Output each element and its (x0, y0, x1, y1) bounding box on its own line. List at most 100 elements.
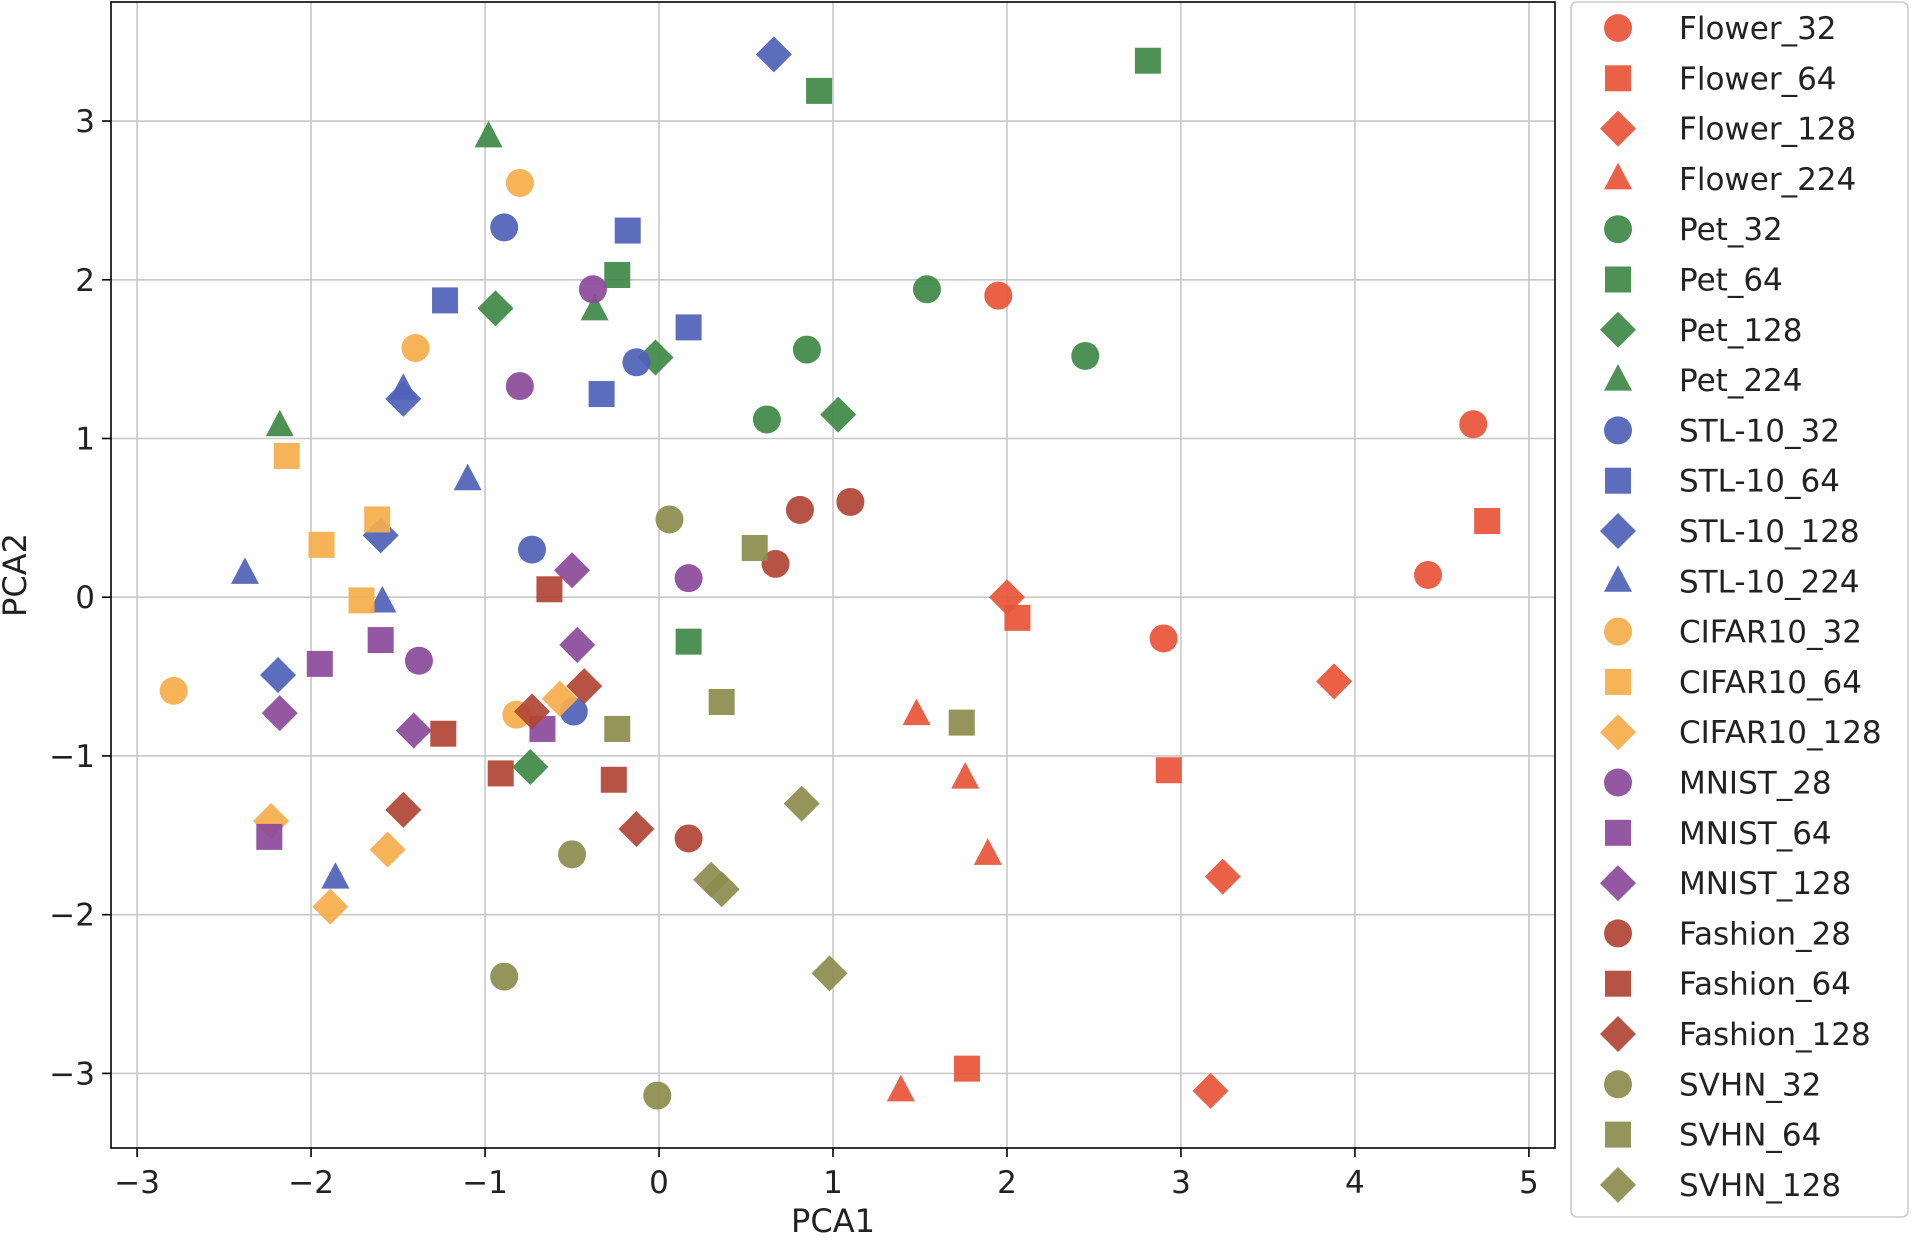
point-pet-128-diamond (820, 396, 857, 433)
point-flower-224-triangle (973, 838, 1002, 865)
point-flower-224-triangle (951, 762, 980, 789)
point-mnist-28-circle (578, 275, 607, 304)
legend-label: MNIST_64 (1679, 816, 1832, 852)
y-tick-label: 1 (75, 421, 95, 457)
point-pet-64-square (675, 628, 702, 655)
point-mnist-64-square (256, 823, 283, 850)
series-fashion-28 (674, 487, 865, 853)
legend-item-flower-64: Flower_64 (1605, 61, 1837, 97)
point-cifar10-32-circle (401, 334, 430, 363)
legend-label: CIFAR10_32 (1679, 615, 1862, 651)
legend-item-flower-128: Flower_128 (1600, 110, 1856, 148)
point-fashion-28-circle (785, 495, 814, 524)
series-fashion-64 (430, 576, 627, 793)
x-tick-label: −2 (288, 1165, 334, 1201)
point-cifar10-64-square (308, 531, 335, 558)
point-flower-128-diamond (1204, 858, 1241, 895)
legend-marker-square (1605, 65, 1631, 92)
y-tick-label: −3 (49, 1056, 95, 1092)
point-pet-224-triangle (474, 120, 503, 148)
point-svhn-128-diamond (783, 785, 820, 822)
point-stl-10-128-diamond (260, 656, 297, 693)
legend-label: STL-10_224 (1679, 564, 1860, 600)
point-fashion-128-diamond (514, 693, 551, 730)
point-stl-10-64-square (588, 381, 615, 408)
point-flower-32-circle (1459, 410, 1488, 439)
point-mnist-128-diamond (559, 626, 596, 663)
point-flower-224-triangle (886, 1074, 915, 1102)
point-stl-10-224-triangle (368, 585, 397, 613)
series-svhn-64 (604, 535, 975, 742)
legend-marker-circle (1604, 768, 1632, 797)
legend-item-mnist-128: MNIST_128 (1600, 865, 1851, 902)
point-svhn-32-circle (490, 962, 519, 991)
legend-item-flower-32: Flower_32 (1604, 11, 1837, 47)
legend-item-fashion-64: Fashion_64 (1605, 967, 1851, 1003)
legend-box (1570, 1, 1909, 1218)
point-svhn-64-square (708, 688, 735, 715)
series-mnist-128 (261, 552, 596, 749)
legend-marker-circle (1604, 14, 1632, 42)
point-fashion-64-square (487, 760, 514, 787)
point-svhn-128-diamond (811, 955, 848, 992)
legend-label: SVHN_128 (1679, 1168, 1841, 1204)
point-fashion-128-diamond (385, 791, 422, 828)
point-mnist-128-diamond (395, 712, 432, 749)
point-pet-32-circle (912, 275, 941, 304)
point-flower-64-square (953, 1055, 980, 1082)
point-svhn-32-circle (655, 505, 684, 534)
x-tick-label: 1 (823, 1165, 843, 1201)
axis-ticks: −3 −2 −1 0 1 2 3 4 5 −3 −2 −1 0 1 2 3 (49, 104, 1538, 1201)
legend-label: Pet_128 (1679, 313, 1803, 349)
point-fashion-128-diamond (566, 668, 603, 705)
point-svhn-32-circle (643, 1081, 672, 1110)
x-tick-label: 2 (997, 1165, 1017, 1201)
grid-lines (111, 2, 1555, 1148)
legend-marker-diamond (1600, 110, 1636, 147)
x-axis-label: PCA1 (791, 1202, 875, 1237)
y-tick-label: 3 (75, 104, 95, 140)
legend-item-mnist-28: MNIST_28 (1604, 766, 1832, 802)
legend-item-svhn-32: SVHN_32 (1604, 1067, 1821, 1103)
legend-label: STL-10_64 (1679, 464, 1840, 500)
y-tick-label: −2 (49, 898, 95, 934)
series-mnist-64 (256, 627, 556, 850)
legend-item-stl-10-64: STL-10_64 (1605, 464, 1840, 500)
legend-item-cifar10-64: CIFAR10_64 (1605, 665, 1862, 701)
legend-item-flower-224: Flower_224 (1604, 162, 1856, 198)
point-fashion-28-circle (836, 487, 865, 516)
legend-label: STL-10_32 (1679, 413, 1840, 449)
legend-label: STL-10_128 (1679, 514, 1860, 550)
legend-label: MNIST_28 (1679, 766, 1832, 802)
legend-marker-triangle (1604, 565, 1632, 592)
legend-item-stl-10-32: STL-10_32 (1604, 413, 1840, 449)
point-flower-64-square (1155, 757, 1182, 784)
x-tick-label: 4 (1345, 1165, 1365, 1201)
series-cifar10-64 (273, 442, 391, 614)
y-tick-label: −1 (49, 739, 95, 775)
point-cifar10-32-circle (159, 676, 188, 705)
point-mnist-28-circle (505, 372, 534, 401)
legend-marker-diamond (1600, 513, 1636, 549)
point-stl-10-32-circle (490, 213, 519, 242)
point-svhn-64-square (741, 535, 768, 562)
legend-item-pet-128: Pet_128 (1600, 311, 1803, 349)
point-pet-64-square (604, 262, 631, 289)
legend-label: Fashion_28 (1679, 916, 1851, 952)
legend-item-fashion-28: Fashion_28 (1604, 916, 1851, 952)
point-flower-224-triangle (902, 698, 931, 726)
point-cifar10-64-square (348, 587, 375, 614)
legend-label: CIFAR10_64 (1679, 665, 1862, 701)
legend-marker-triangle (1604, 162, 1632, 190)
legend-marker-diamond (1600, 1166, 1636, 1203)
series-flower-224 (886, 698, 1002, 1102)
y-axis-label: PCA2 (0, 533, 34, 617)
point-stl-10-128-diamond (755, 36, 792, 73)
legend-item-stl-10-224: STL-10_224 (1604, 564, 1860, 600)
legend-marker-square (1605, 266, 1631, 293)
point-pet-224-triangle (265, 409, 294, 437)
point-pet-224-triangle (580, 293, 609, 321)
point-flower-128-diamond (988, 579, 1025, 616)
legend-marker-square (1605, 467, 1631, 494)
